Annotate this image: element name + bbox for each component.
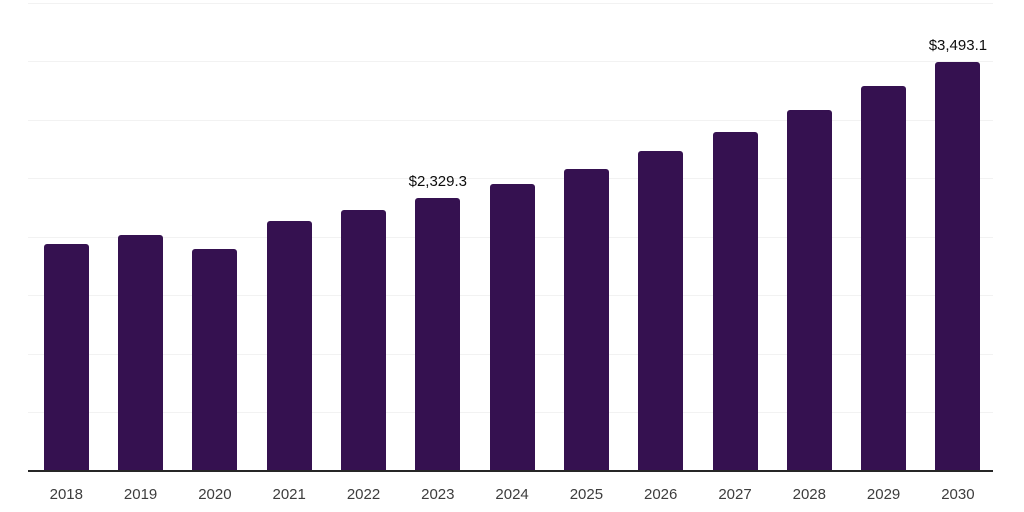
x-tick-label-2024: 2024 [495, 486, 529, 503]
bar-2021 [266, 220, 312, 471]
data-label-2023: $2,329.3 [408, 172, 467, 190]
bar-2022 [341, 209, 386, 471]
x-tick-label-2028: 2028 [792, 486, 826, 503]
bar-2030 [935, 61, 981, 471]
bar-2019 [118, 234, 164, 471]
bar-2018 [43, 243, 89, 471]
x-tick-label-2026: 2026 [644, 486, 678, 503]
bar-2027 [712, 132, 758, 471]
bar-2023 [415, 197, 461, 471]
bar-2025 [563, 168, 609, 471]
x-tick-label-2025: 2025 [569, 486, 604, 503]
x-tick-label-2023: 2023 [421, 486, 455, 503]
x-tick-label-2019: 2019 [123, 486, 158, 503]
gridline [28, 2, 993, 4]
x-tick-label-2022: 2022 [346, 486, 381, 503]
gridline [28, 61, 993, 62]
data-label-2030: $3,493.1 [928, 36, 988, 54]
gridline [28, 178, 993, 179]
x-tick-label-2027: 2027 [718, 486, 752, 503]
bar-2029 [861, 86, 907, 471]
bar-2028 [786, 110, 832, 471]
gridline [28, 119, 993, 121]
x-axis-line [28, 469, 993, 472]
x-tick-label-2021: 2021 [272, 486, 306, 503]
x-tick-label-2030: 2030 [941, 486, 975, 503]
bar-2020 [192, 249, 238, 471]
x-tick-label-2020: 2020 [198, 486, 232, 503]
bar-2024 [489, 183, 535, 471]
x-tick-label-2018: 2018 [49, 486, 83, 503]
bar-2026 [638, 150, 684, 471]
x-tick-label-2029: 2029 [866, 486, 901, 503]
